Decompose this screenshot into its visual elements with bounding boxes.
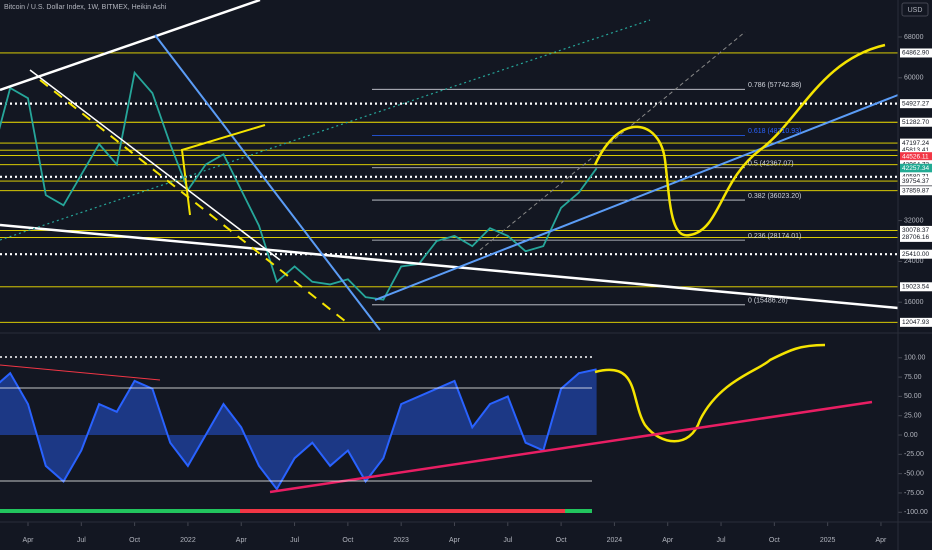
projection [593, 43, 886, 237]
x-tick-label: Oct [342, 537, 353, 544]
y-tick-label: 68000 [904, 34, 924, 41]
y-tick-label: 16000 [904, 299, 924, 306]
level-badge [900, 176, 932, 186]
y2-tick-label: 100.00 [904, 355, 926, 362]
level-badge [900, 186, 932, 196]
x-tick-label: Jul [717, 537, 726, 544]
level-label: 39754.37 [902, 178, 929, 185]
level-badge [900, 249, 932, 259]
x-tick-label: 2025 [820, 537, 836, 544]
y2-tick-label: -100.00 [904, 509, 928, 516]
projection [594, 343, 826, 443]
level-badge [900, 138, 932, 148]
x-tick-label: Apr [876, 537, 888, 544]
currency-badge[interactable] [901, 2, 929, 17]
fib-label: 0.382 (36023.20) [748, 193, 801, 200]
y2-tick-label: -50.00 [904, 470, 924, 477]
y2-tick-label: -75.00 [904, 490, 924, 497]
trend-line [479, 31, 746, 251]
signal-strip [565, 509, 592, 513]
trend-line [0, 19, 651, 241]
x-tick-label: Oct [129, 537, 140, 544]
y-tick-label: 24000 [904, 258, 924, 265]
level-label: 47197.24 [902, 140, 929, 147]
oscillator-area [0, 369, 597, 490]
level-badge [900, 317, 932, 327]
trend-line [0, 364, 161, 381]
trend-line [39, 79, 351, 326]
trend-line [374, 94, 899, 301]
trend-line [269, 400, 873, 494]
level-badge [900, 99, 932, 109]
y2-tick-label: 25.00 [904, 413, 922, 420]
level-label: 19023.54 [902, 283, 929, 290]
annotations [0, 0, 899, 513]
chart-title: Bitcoin / U.S. Dollar Index, 1W, BITMEX,… [4, 4, 167, 11]
fib-label: 0.786 (57742.88) [748, 82, 801, 89]
y2-tick-label: 50.00 [904, 393, 922, 400]
level-badge [900, 163, 932, 173]
level-label: 51282.70 [902, 119, 929, 126]
y2-tick-label: 75.00 [904, 374, 922, 381]
y-tick-label: 60000 [904, 75, 924, 82]
x-tick-label: 2023 [393, 537, 409, 544]
trend-line [29, 69, 281, 261]
signal-strip [240, 509, 565, 513]
fib-label: 0.5 (42367.07) [748, 161, 794, 168]
level-label: 37859.87 [902, 187, 929, 194]
currency: USD [908, 7, 923, 14]
x-tick-label: Jul [290, 537, 299, 544]
level-badge [900, 232, 932, 242]
oscillator-line [0, 368, 597, 491]
level-label: 30078.37 [902, 227, 929, 234]
level-label: 45813.41 [902, 147, 929, 154]
y-tick-label: 32000 [904, 217, 924, 224]
x-tick-label: Jul [77, 537, 86, 544]
y2-tick-label: -25.00 [904, 451, 924, 458]
level-label: 12047.93 [902, 319, 929, 326]
signal-strip [0, 509, 240, 513]
trend-line [180, 124, 266, 216]
x-tick-label: Apr [236, 537, 248, 544]
level-badge [900, 48, 932, 58]
level-label: 42257.34 [902, 165, 929, 172]
level-badge [900, 145, 932, 155]
fib-label: 0 (15486.28) [748, 298, 788, 305]
fib-label: 0.618 (48710.93) [748, 128, 801, 135]
x-tick-label: Apr [449, 537, 461, 544]
labels: 16000 24000 32000 60000 68000 100.00 75.00 50.0… [23, 34, 932, 544]
layers [0, 36, 902, 526]
fib-label: 0.236 (28174.01) [748, 233, 801, 240]
level-badge [900, 225, 932, 235]
x-tick-label: 2024 [607, 537, 623, 544]
trend-line [154, 34, 381, 331]
level-badge [900, 152, 932, 162]
level-label: 44526.11 [902, 153, 929, 160]
price-line [0, 70, 598, 301]
level-label: 64862.90 [902, 50, 929, 57]
level-label: 54927.27 [902, 100, 929, 107]
y2-tick-label: 0.00 [904, 432, 918, 439]
level-badge [900, 117, 932, 127]
x-tick-label: Oct [556, 537, 567, 544]
x-tick-label: 2022 [180, 537, 196, 544]
level-label: 28706.16 [902, 234, 929, 241]
trend-line [0, 0, 261, 92]
trend-line [0, 223, 899, 310]
x-tick-label: Jul [503, 537, 512, 544]
x-tick-label: Apr [662, 537, 674, 544]
x-tick-label: Apr [23, 537, 35, 544]
x-tick-label: Oct [769, 537, 780, 544]
level-badge [900, 282, 932, 292]
level-label: 25410.00 [902, 251, 929, 258]
